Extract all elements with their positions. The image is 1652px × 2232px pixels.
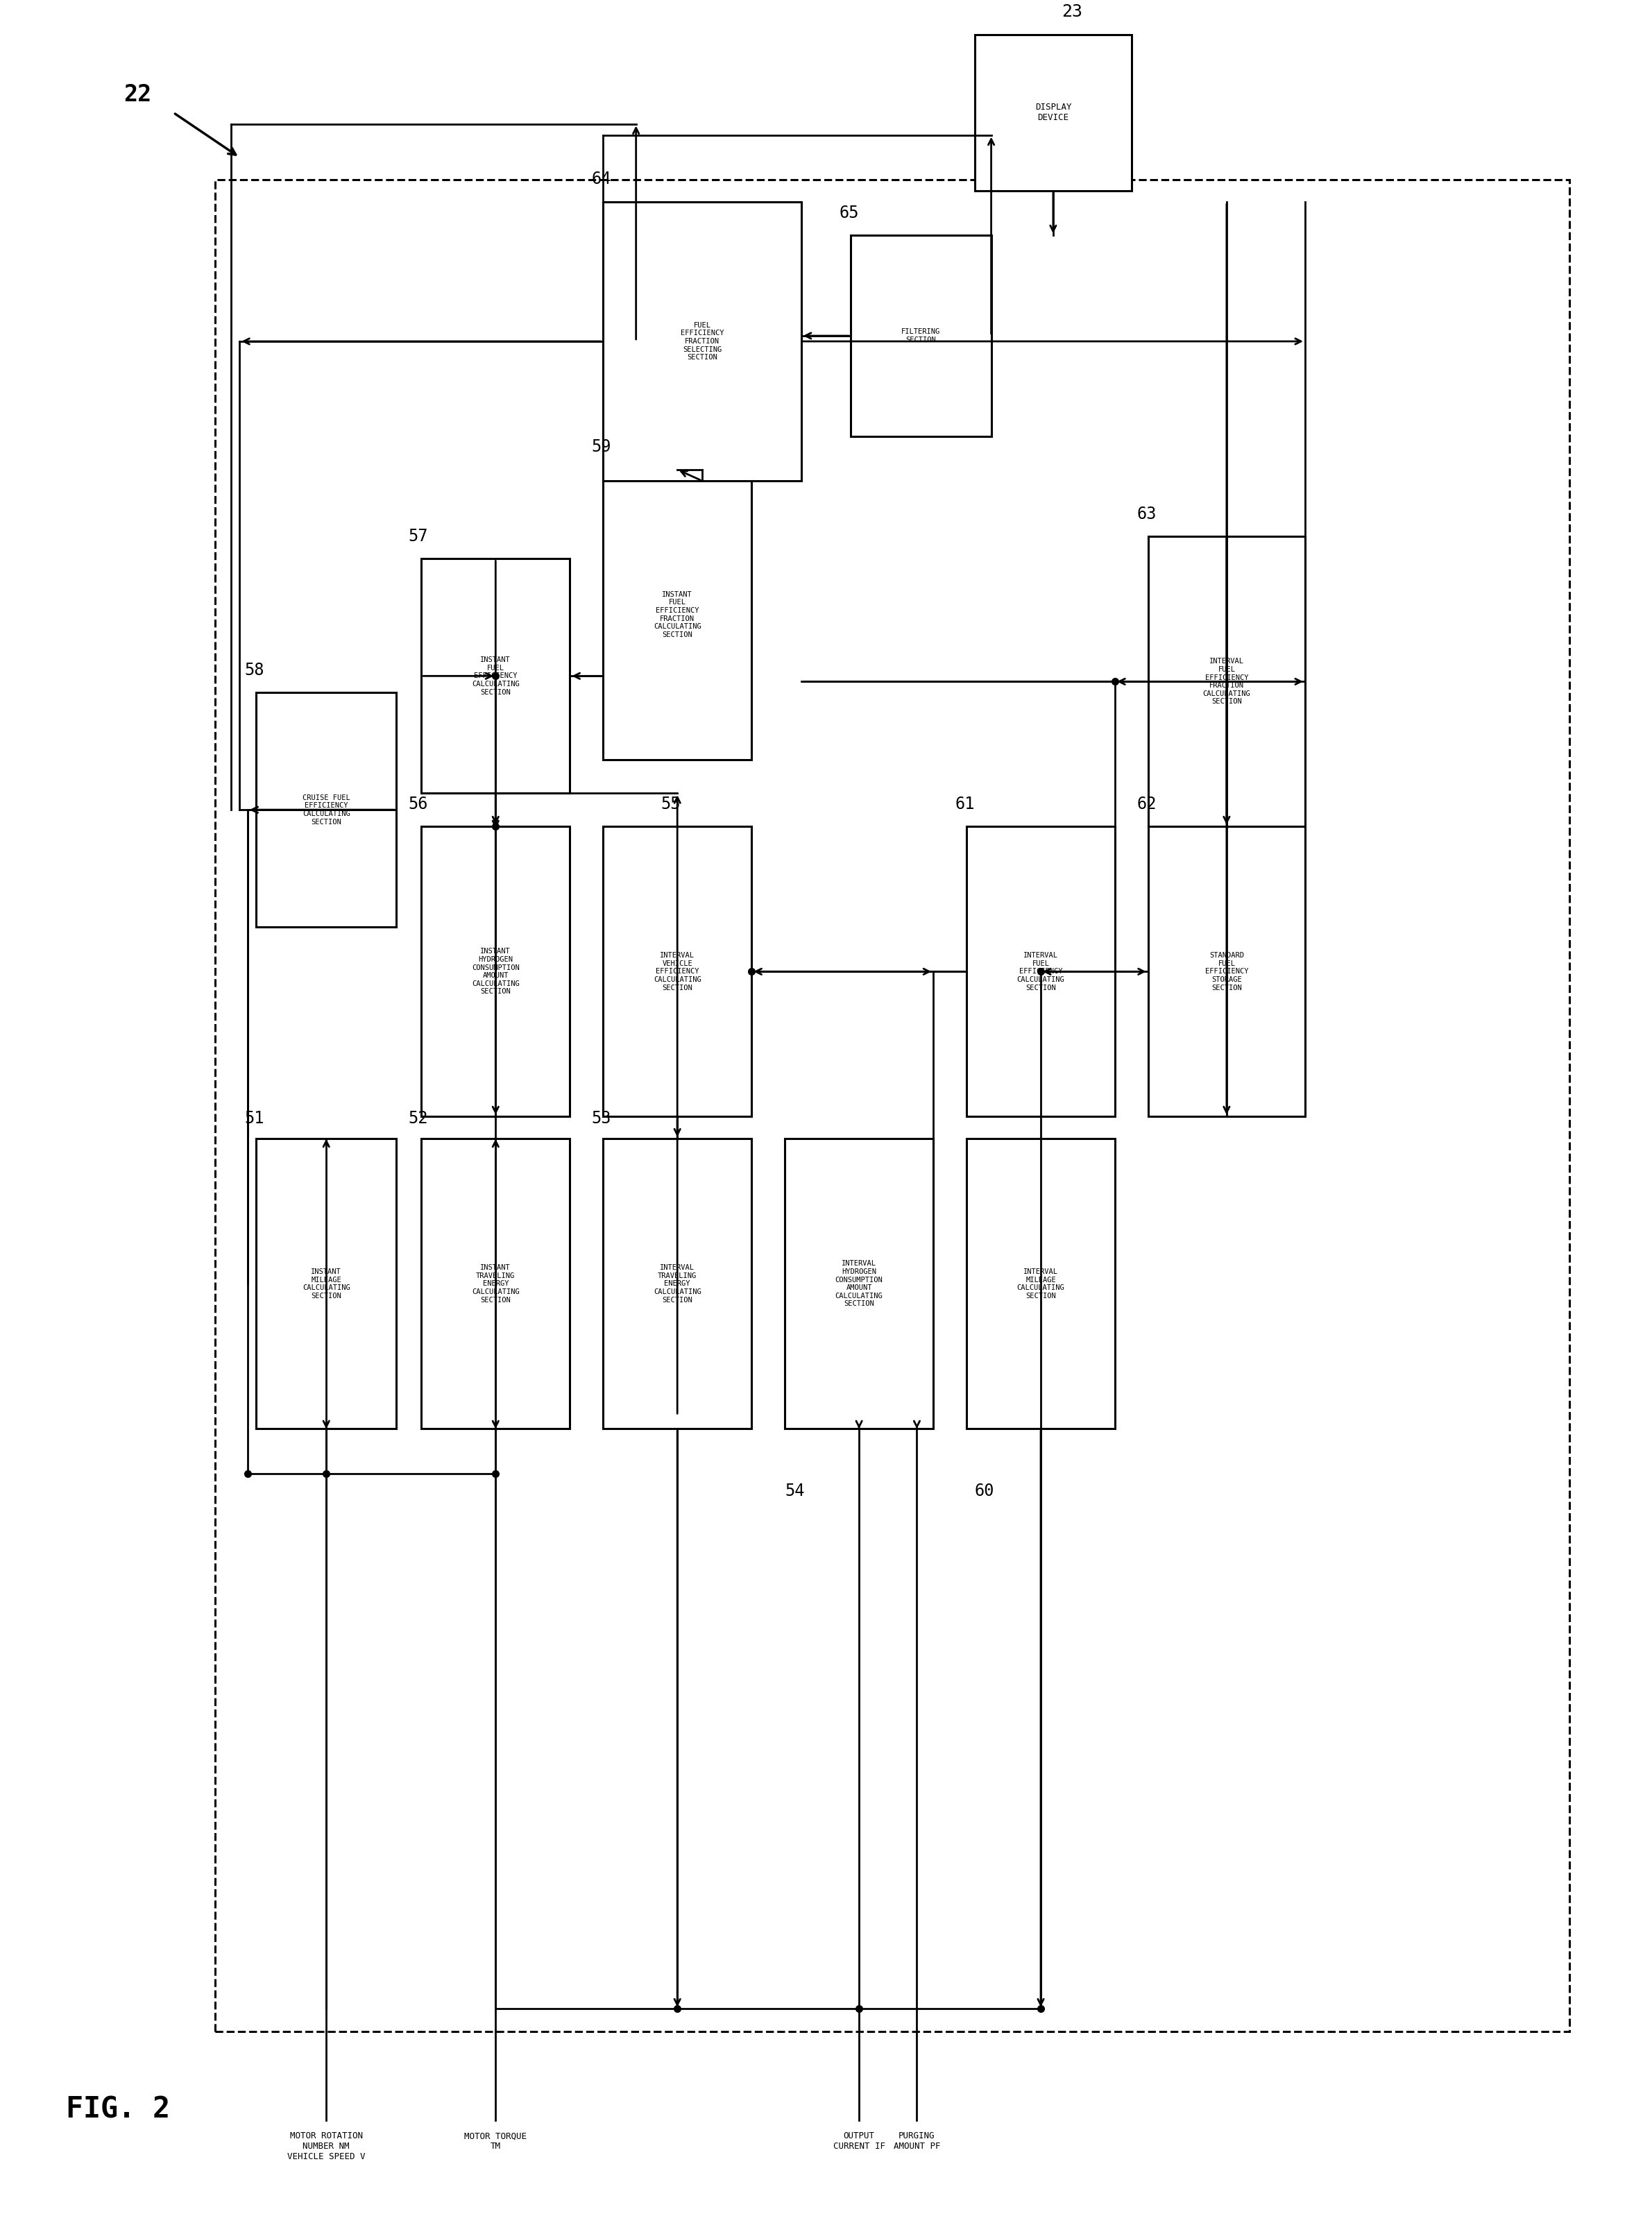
FancyBboxPatch shape: [421, 826, 570, 1116]
Text: MOTOR ROTATION
NUMBER NM
VEHICLE SPEED V: MOTOR ROTATION NUMBER NM VEHICLE SPEED V: [287, 2132, 365, 2161]
Text: 53: 53: [591, 1109, 611, 1127]
FancyBboxPatch shape: [603, 826, 752, 1116]
FancyBboxPatch shape: [603, 469, 752, 759]
FancyBboxPatch shape: [256, 1138, 396, 1428]
Text: STANDARD
FUEL
EFFICIENCY
STORAGE
SECTION: STANDARD FUEL EFFICIENCY STORAGE SECTION: [1204, 953, 1249, 991]
Text: FUEL
EFFICIENCY
FRACTION
SELECTING
SECTION: FUEL EFFICIENCY FRACTION SELECTING SECTI…: [681, 321, 724, 362]
Text: 65: 65: [839, 205, 859, 221]
Text: OUTPUT
CURRENT IF: OUTPUT CURRENT IF: [833, 2132, 885, 2152]
FancyBboxPatch shape: [256, 692, 396, 926]
Text: INTERVAL
FUEL
EFFICIENCY
FRACTION
CALCULATING
SECTION: INTERVAL FUEL EFFICIENCY FRACTION CALCUL…: [1203, 658, 1251, 705]
Text: INTERVAL
TRAVELING
ENERGY
CALCULATING
SECTION: INTERVAL TRAVELING ENERGY CALCULATING SE…: [654, 1263, 700, 1303]
Text: 54: 54: [785, 1482, 805, 1500]
Text: 59: 59: [591, 440, 611, 455]
Text: INSTANT
HYDROGEN
CONSUMPTION
AMOUNT
CALCULATING
SECTION: INSTANT HYDROGEN CONSUMPTION AMOUNT CALC…: [472, 949, 519, 995]
Text: 63: 63: [1137, 504, 1156, 522]
Text: PURGING
AMOUNT PF: PURGING AMOUNT PF: [894, 2132, 940, 2152]
Text: INTERVAL
FUEL
EFFICIENCY
CALCULATING
SECTION: INTERVAL FUEL EFFICIENCY CALCULATING SEC…: [1018, 953, 1064, 991]
Text: INSTANT
FUEL
EFFICIENCY
CALCULATING
SECTION: INSTANT FUEL EFFICIENCY CALCULATING SECT…: [472, 656, 519, 696]
Text: DISPLAY
DEVICE: DISPLAY DEVICE: [1034, 103, 1072, 123]
FancyBboxPatch shape: [1148, 826, 1305, 1116]
FancyBboxPatch shape: [785, 1138, 933, 1428]
FancyBboxPatch shape: [966, 826, 1115, 1116]
Text: FILTERING
SECTION: FILTERING SECTION: [902, 328, 940, 344]
Text: 22: 22: [124, 83, 152, 107]
Text: 61: 61: [955, 795, 975, 812]
Text: 58: 58: [244, 661, 264, 679]
FancyBboxPatch shape: [421, 558, 570, 792]
Text: 64: 64: [591, 172, 611, 187]
Text: INTERVAL
HYDROGEN
CONSUMPTION
AMOUNT
CALCULATING
SECTION: INTERVAL HYDROGEN CONSUMPTION AMOUNT CAL…: [836, 1261, 882, 1308]
FancyBboxPatch shape: [966, 1138, 1115, 1428]
Text: INSTANT
FUEL
EFFICIENCY
FRACTION
CALCULATING
SECTION: INSTANT FUEL EFFICIENCY FRACTION CALCULA…: [654, 591, 700, 638]
Text: 23: 23: [1061, 4, 1082, 20]
Text: INTERVAL
VEHICLE
EFFICIENCY
CALCULATING
SECTION: INTERVAL VEHICLE EFFICIENCY CALCULATING …: [654, 953, 700, 991]
Text: FIG. 2: FIG. 2: [66, 2096, 170, 2125]
Text: 57: 57: [408, 527, 428, 545]
FancyBboxPatch shape: [603, 1138, 752, 1428]
FancyBboxPatch shape: [851, 234, 991, 435]
FancyBboxPatch shape: [603, 201, 801, 480]
Text: 52: 52: [408, 1109, 428, 1127]
Text: 60: 60: [975, 1482, 995, 1500]
Text: 51: 51: [244, 1109, 264, 1127]
FancyBboxPatch shape: [421, 1138, 570, 1428]
Text: 62: 62: [1137, 795, 1156, 812]
Text: INSTANT
MILEAGE
CALCULATING
SECTION: INSTANT MILEAGE CALCULATING SECTION: [302, 1268, 350, 1299]
Text: 55: 55: [661, 795, 681, 812]
Text: CRUISE FUEL
EFFICIENCY
CALCULATING
SECTION: CRUISE FUEL EFFICIENCY CALCULATING SECTI…: [302, 795, 350, 826]
Text: INTERVAL
MILEAGE
CALCULATING
SECTION: INTERVAL MILEAGE CALCULATING SECTION: [1018, 1268, 1064, 1299]
Text: INSTANT
TRAVELING
ENERGY
CALCULATING
SECTION: INSTANT TRAVELING ENERGY CALCULATING SEC…: [472, 1263, 519, 1303]
Text: MOTOR TORQUE
TM: MOTOR TORQUE TM: [464, 2132, 527, 2152]
Text: 56: 56: [408, 795, 428, 812]
FancyBboxPatch shape: [975, 36, 1132, 190]
FancyBboxPatch shape: [1148, 536, 1305, 826]
